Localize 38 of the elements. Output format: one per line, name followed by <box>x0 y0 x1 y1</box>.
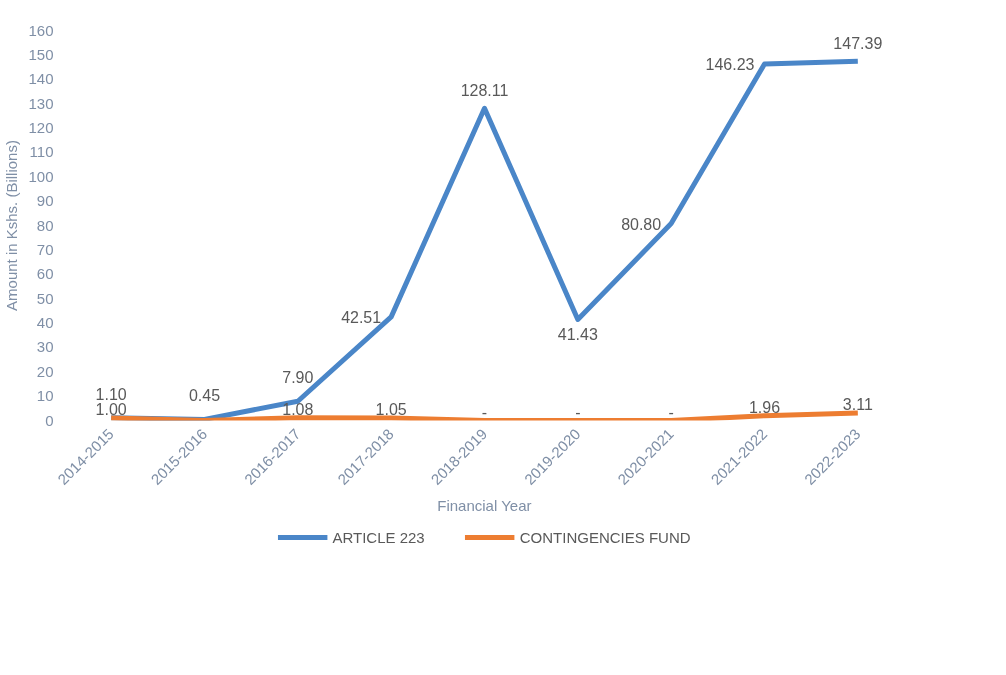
y-tick-label: 130 <box>28 94 54 112</box>
y-tick-label: 0 <box>45 411 54 429</box>
legend-label: ARTICLE 223 <box>332 528 425 546</box>
y-tick-label: 30 <box>36 338 54 356</box>
data-label: 1.05 <box>375 400 407 418</box>
legend-label: CONTINGENCIES FUND <box>519 528 691 546</box>
data-label: - <box>575 403 581 421</box>
y-tick-label: 70 <box>36 240 54 258</box>
y-tick-label: 80 <box>36 216 54 234</box>
data-label: 147.39 <box>833 35 883 53</box>
y-tick-label: 10 <box>36 387 54 405</box>
data-label: 146.23 <box>705 56 755 74</box>
data-label: 1.08 <box>282 400 314 418</box>
x-axis-title: Financial Year <box>437 497 532 515</box>
y-tick-label: 160 <box>28 21 54 39</box>
y-tick-label: 140 <box>28 70 54 88</box>
data-label: 1.96 <box>748 398 781 416</box>
y-tick-label: 100 <box>28 167 54 185</box>
data-label: 42.51 <box>341 308 382 326</box>
data-label: 0.45 <box>188 387 221 405</box>
data-label: 1.10 <box>95 385 127 403</box>
data-label: 7.90 <box>282 369 314 387</box>
y-tick-label: 50 <box>36 289 54 307</box>
y-tick-label: 110 <box>29 143 54 161</box>
y-tick-label: 60 <box>36 265 54 283</box>
y-tick-label: 40 <box>36 314 54 331</box>
data-label: 128.11 <box>460 82 509 100</box>
data-label: 41.43 <box>557 325 598 343</box>
y-axis-title: Amount in Kshs. (Billions) <box>3 140 21 311</box>
y-tick-label: 120 <box>28 119 54 136</box>
data-label: - <box>481 403 488 421</box>
y-tick-label: 20 <box>36 362 54 380</box>
data-label: - <box>668 403 674 421</box>
data-label: 80.80 <box>621 215 662 233</box>
data-label: 3.11 <box>842 395 873 413</box>
y-tick-label: 150 <box>28 45 54 63</box>
data-label: 1.00 <box>95 401 127 419</box>
y-tick-label: 90 <box>36 192 54 210</box>
